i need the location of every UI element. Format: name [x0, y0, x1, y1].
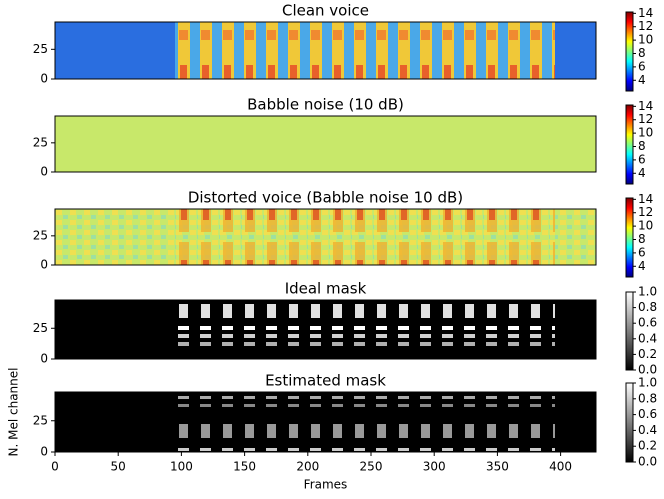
y-tick-label: 25	[33, 321, 48, 335]
colorbar-tick-label: 0.4	[638, 423, 657, 437]
panel-title: Clean voice	[282, 2, 369, 20]
y-tick-label: 25	[33, 413, 48, 427]
colorbar-tick-label: 10	[638, 219, 653, 233]
heatmap-voiced	[170, 392, 555, 452]
colorbar-tick-label: 10	[638, 126, 653, 140]
colorbar-tick-label: 6	[638, 152, 646, 166]
colorbar-tick-label: 0.6	[638, 407, 657, 421]
x-tick-label: 100	[170, 460, 193, 474]
plot-frame	[54, 208, 597, 266]
colorbar-tick-label: 8	[638, 46, 646, 60]
x-tick-label: 0	[51, 460, 59, 474]
y-tick-label: 0	[40, 165, 48, 179]
colorbar-tick-label: 4	[638, 166, 646, 180]
x-tick-label: 350	[486, 460, 509, 474]
x-tick-label: 50	[111, 460, 126, 474]
colorbar-tick-label: 8	[638, 139, 646, 153]
heatmap-image	[55, 116, 596, 172]
y-tick-label: 0	[40, 258, 48, 272]
colorbar-tick-label: 1.0	[638, 285, 657, 299]
plot-frame	[54, 391, 597, 453]
colorbar-tick-label: 0.2	[638, 439, 657, 453]
heatmap-voiced	[175, 22, 555, 79]
colorbar-tick-label: 14	[638, 6, 653, 20]
colorbar-tick-label: 1.0	[638, 376, 657, 390]
x-axis-label: Frames	[304, 478, 348, 492]
plot-frame	[54, 299, 597, 360]
y-tick-label: 0	[40, 352, 48, 366]
x-tick-label: 150	[233, 460, 256, 474]
colorbar-tick-label: 12	[638, 205, 653, 219]
colorbar-tick-label: 0.0	[638, 455, 657, 469]
panel-title: Distorted voice (Babble noise 10 dB)	[188, 189, 463, 207]
y-tick-label: 25	[33, 42, 48, 56]
x-tick-label: 300	[423, 460, 446, 474]
colorbar-tick-label: 0.0	[638, 363, 657, 377]
colorbar-tick-label: 14	[638, 192, 653, 206]
x-tick-label: 200	[296, 460, 319, 474]
x-tick-label: 250	[360, 460, 383, 474]
colorbar-tick-label: 8	[638, 232, 646, 246]
colorbar	[625, 291, 634, 371]
colorbar	[625, 104, 634, 185]
panel-title: Ideal mask	[285, 280, 367, 298]
panel-title: Estimated mask	[265, 372, 386, 390]
y-axis-label: N. Mel channel	[7, 368, 21, 457]
colorbar-tick-label: 6	[638, 245, 646, 259]
colorbar-tick-label: 0.4	[638, 331, 657, 345]
colorbar-tick-label: 4	[638, 73, 646, 87]
colorbar-tick-label: 12	[638, 19, 653, 33]
y-tick-label: 25	[33, 228, 48, 242]
colorbar	[625, 197, 634, 278]
x-tick-label: 400	[549, 460, 572, 474]
colorbar-tick-label: 0.6	[638, 316, 657, 330]
colorbar-tick-label: 0.8	[638, 300, 657, 314]
colorbar-tick-label: 0.2	[638, 347, 657, 361]
colorbar	[625, 382, 634, 463]
colorbar-tick-label: 6	[638, 59, 646, 73]
colorbar-tick-label: 14	[638, 99, 653, 113]
panel-title: Babble noise (10 dB)	[247, 96, 404, 114]
heatmap-voiced	[175, 209, 555, 265]
colorbar-tick-label: 4	[638, 259, 646, 273]
y-tick-label: 0	[40, 72, 48, 86]
heatmap-voiced	[170, 300, 555, 359]
plot-frame	[54, 115, 597, 173]
y-tick-label: 0	[40, 445, 48, 459]
colorbar-tick-label: 0.8	[638, 391, 657, 405]
plot-frame	[54, 21, 597, 80]
colorbar-tick-label: 12	[638, 112, 653, 126]
colorbar	[625, 11, 634, 92]
y-tick-label: 25	[33, 135, 48, 149]
colorbar-tick-label: 10	[638, 33, 653, 47]
